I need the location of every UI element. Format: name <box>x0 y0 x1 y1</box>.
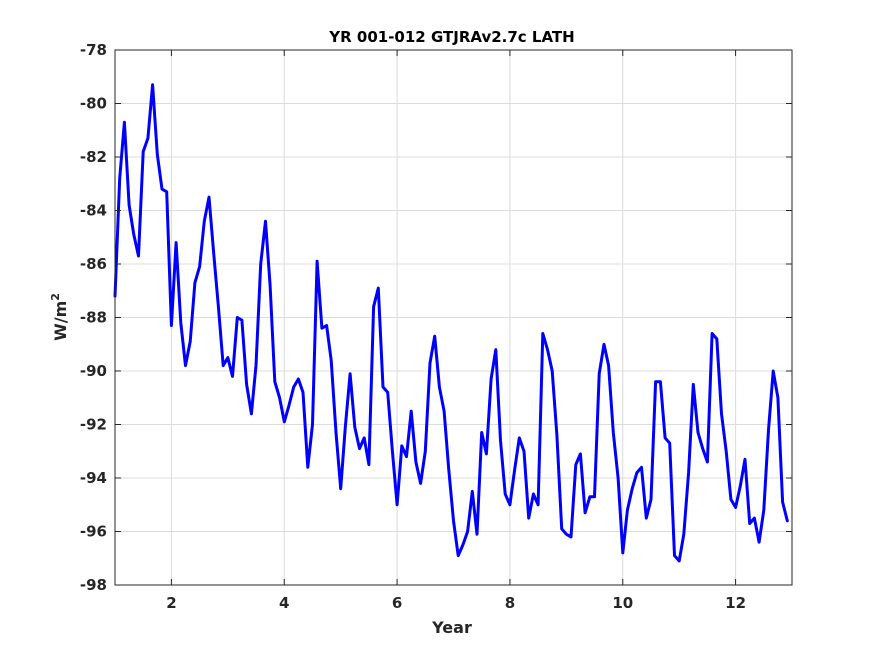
x-tick-label: 6 <box>392 594 402 612</box>
y-tick-label: -82 <box>80 148 107 166</box>
x-tick-label: 10 <box>612 594 633 612</box>
y-tick-label: -96 <box>80 523 107 541</box>
y-tick-label: -84 <box>80 202 107 220</box>
chart-title: YR 001-012 GTJRAv2.7c LATH <box>328 28 574 46</box>
y-tick-label: -90 <box>80 362 107 380</box>
y-tick-label: -98 <box>80 576 107 594</box>
x-axis-title: Year <box>431 618 472 637</box>
y-axis: -98 -96 -94 -92 -90 -88 -86 -84 -82 -80 -78 <box>80 41 792 594</box>
series-group <box>113 83 789 563</box>
x-tick-label: 2 <box>166 594 176 612</box>
y-tick-label: -86 <box>80 255 107 273</box>
x-tick-label: 12 <box>725 594 746 612</box>
x-tick-label: 4 <box>279 594 289 612</box>
y-axis-title: W/m2 <box>49 293 70 341</box>
y-tick-label: -78 <box>80 41 107 59</box>
y-axis-title-base: W/m <box>51 301 70 341</box>
y-tick-label: -80 <box>80 95 107 113</box>
x-axis: 2 4 6 8 10 12 <box>166 50 746 612</box>
x-tick-label: 8 <box>505 594 515 612</box>
y-tick-label: -88 <box>80 309 107 327</box>
y-tick-label: -94 <box>80 469 107 487</box>
y-axis-title-superscript: 2 <box>49 293 62 301</box>
y-tick-label: -92 <box>80 416 107 434</box>
series-line <box>113 83 789 563</box>
